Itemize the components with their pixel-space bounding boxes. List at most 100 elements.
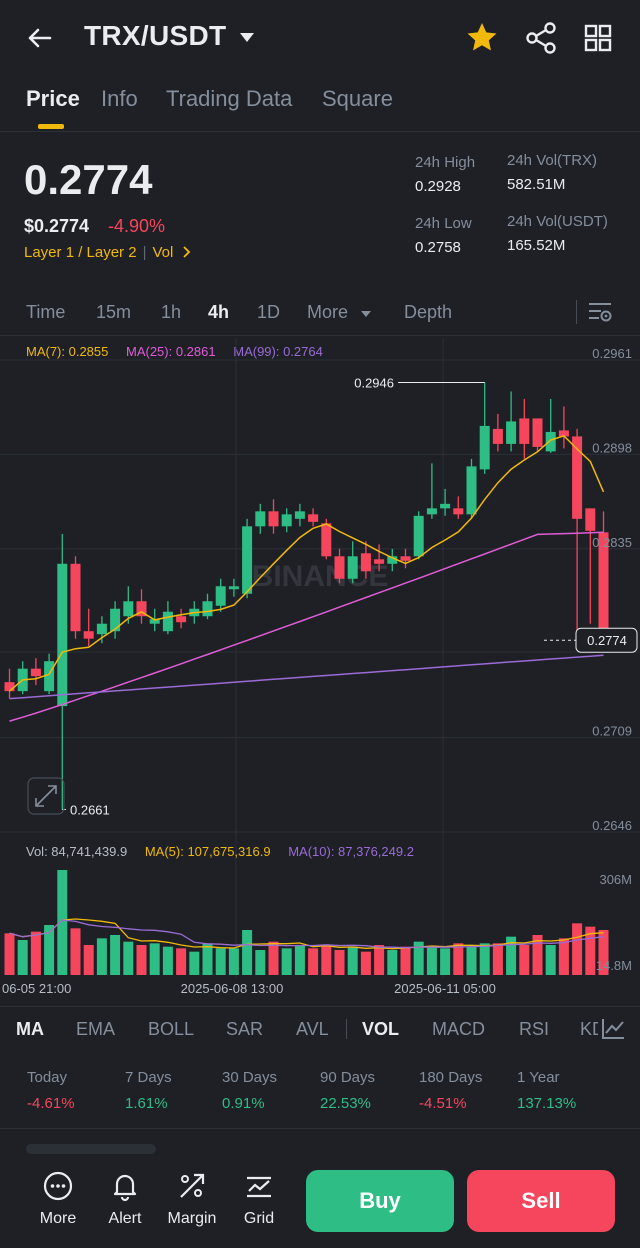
candle-body — [57, 563, 68, 707]
more-label: More — [39, 1210, 77, 1227]
current-price-box — [575, 627, 638, 653]
tab-info[interactable]: Info — [101, 86, 138, 111]
ind-vol[interactable]: VOL — [362, 1019, 400, 1039]
candle-body — [453, 508, 464, 515]
ind-rsi[interactable]: RSI — [519, 1019, 550, 1039]
tf-depth[interactable]: Depth — [404, 302, 453, 322]
ind-boll[interactable]: BOLL — [148, 1019, 195, 1039]
volume-axis-label: 306M — [599, 872, 632, 887]
candle-body — [96, 623, 107, 635]
volume-bar — [189, 951, 200, 975]
ind-kd[interactable]: KD — [580, 1019, 598, 1039]
tf-1h[interactable]: 1h — [161, 302, 182, 322]
candle-body — [83, 631, 94, 639]
candle-body — [413, 515, 424, 557]
ind-avl[interactable]: AVL — [296, 1019, 329, 1039]
volume-bar — [44, 925, 55, 975]
more-dropdown-icon[interactable] — [360, 310, 372, 318]
candle-body — [149, 619, 160, 624]
volume-bar — [176, 948, 187, 975]
volume-bar — [519, 945, 530, 975]
indicator-settings-icon[interactable] — [600, 1017, 626, 1041]
candle-body — [4, 682, 15, 692]
chevron-right-icon — [182, 246, 190, 258]
candle-body — [374, 559, 385, 564]
candle-body — [255, 511, 266, 527]
bottom-action-bar: More Alert Margin Grid Buy Sell — [0, 1160, 640, 1248]
ind-ema[interactable]: EMA — [76, 1019, 116, 1039]
ma25-legend: MA(25): 0.2861 — [126, 344, 216, 359]
perf-value-90d: 22.53% — [320, 1095, 371, 1112]
candle-body — [334, 556, 345, 579]
candle-body — [176, 616, 187, 623]
ind-macd[interactable]: MACD — [432, 1019, 485, 1039]
tf-more[interactable]: More — [307, 302, 349, 322]
volume-bar — [228, 948, 239, 975]
volume-bar — [374, 945, 385, 975]
volume-bar — [585, 926, 596, 975]
volume-bar — [215, 948, 226, 975]
divider — [576, 300, 577, 324]
share-icon[interactable] — [524, 20, 558, 56]
pair-dropdown-icon[interactable] — [238, 30, 256, 44]
vol-usdt-value: 165.52M — [507, 237, 566, 254]
candle-body — [162, 611, 173, 632]
volume-bar — [426, 946, 437, 975]
alert-button[interactable]: Alert — [90, 1170, 160, 1228]
ind-sar[interactable]: SAR — [226, 1019, 264, 1039]
sell-button[interactable]: Sell — [467, 1170, 615, 1232]
vol-ma10-line — [9, 919, 604, 949]
category-tag[interactable]: Layer 1 / Layer 2 — [24, 244, 137, 261]
vol-trx-label: 24h Vol(TRX) — [507, 152, 598, 169]
chart-settings-icon[interactable] — [586, 298, 614, 326]
volume-axis-label: 14.8M — [596, 958, 632, 973]
favorite-star-icon[interactable] — [464, 20, 500, 56]
tf-1d[interactable]: 1D — [257, 302, 281, 322]
volume-bar — [255, 950, 266, 975]
candle-body — [492, 428, 503, 444]
tab-square[interactable]: Square — [322, 86, 393, 111]
perf-label-7d: 7 Days — [125, 1069, 172, 1086]
perf-label-1y: 1 Year — [517, 1069, 560, 1086]
vol-tag[interactable]: Vol — [152, 244, 174, 261]
ma7-legend: MA(7): 0.2855 — [26, 344, 109, 359]
vol-ma5-line — [9, 918, 604, 950]
candle-body — [558, 430, 569, 437]
pair-title[interactable]: TRX/USDT — [84, 20, 227, 51]
volume-bar — [96, 938, 107, 975]
grid-menu-icon[interactable] — [582, 22, 614, 54]
price-chart[interactable]: BINANCE0.29610.28980.28350.27090.26460.2… — [0, 338, 640, 1004]
perf-value-7d: 1.61% — [125, 1095, 168, 1112]
high-label: 24h High — [415, 154, 476, 171]
margin-label: Margin — [167, 1210, 217, 1227]
more-button[interactable]: More — [23, 1170, 93, 1228]
volume-bar — [136, 945, 147, 975]
buy-button[interactable]: Buy — [306, 1170, 454, 1232]
volume-legend: Vol: 84,741,439.9 MA(5): 107,675,316.9 M… — [26, 844, 414, 859]
tf-4h[interactable]: 4h — [208, 302, 230, 322]
candle-body — [466, 466, 477, 515]
ind-ma[interactable]: MA — [16, 1019, 44, 1039]
page-tabs: Price Info Trading Data Square — [0, 84, 640, 132]
tab-price[interactable]: Price — [26, 86, 80, 111]
tab-trading-data[interactable]: Trading Data — [166, 86, 293, 111]
candle-body — [572, 436, 583, 519]
timeframe-bar: Time 15m 1h 4h 1D More Depth — [0, 296, 640, 336]
back-arrow-icon[interactable] — [24, 22, 56, 54]
candle-body — [294, 511, 305, 519]
divider — [346, 1019, 347, 1039]
tf-time[interactable]: Time — [26, 302, 66, 322]
active-tab-indicator — [38, 124, 64, 129]
low-value: 0.2758 — [415, 239, 461, 256]
tf-15m[interactable]: 15m — [96, 302, 132, 322]
volume-bar — [360, 951, 371, 975]
grid-bot-icon — [247, 1176, 271, 1198]
ma99-legend: MA(99): 0.2764 — [233, 344, 323, 359]
perf-label-90d: 90 Days — [320, 1069, 376, 1086]
candle-body — [440, 503, 451, 509]
ma-legend: MA(7): 0.2855 MA(25): 0.2861 MA(99): 0.2… — [26, 344, 323, 359]
margin-button[interactable]: Margin — [157, 1170, 227, 1228]
candle-body — [228, 586, 239, 590]
grid-button[interactable]: Grid — [224, 1170, 294, 1228]
candle-body — [532, 418, 543, 447]
